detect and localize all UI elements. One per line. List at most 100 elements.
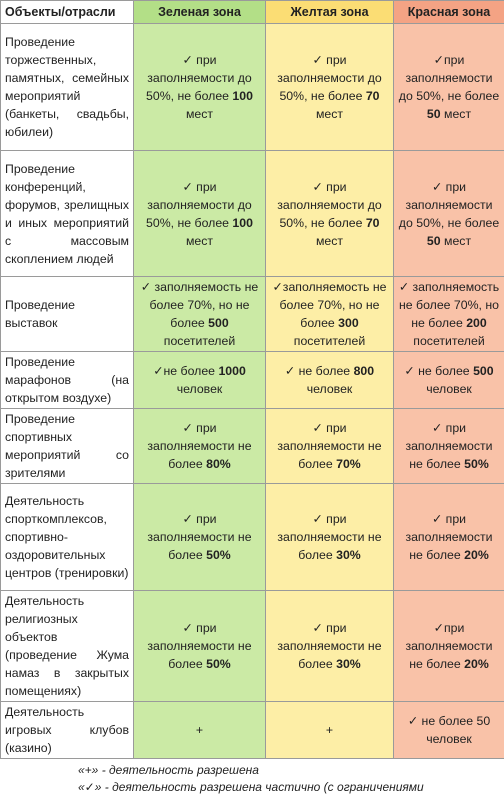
limit-value: 30% — [336, 548, 361, 562]
table-body: Проведение торжественных, памятных, семе… — [0, 23, 504, 759]
limit-value: 70 — [365, 89, 380, 103]
cell-text: ✓ при заполняемости не более — [147, 421, 252, 471]
limit-value: 50 — [426, 233, 441, 248]
zone-cell: ✓ при заполняемости до 50%, не более 100… — [133, 23, 266, 151]
limit-value: 200 — [466, 316, 487, 330]
cell-text: ✓ заполняемость не более 70%, но не боле… — [398, 280, 500, 330]
row-label: Проведение марафонов (на открытом воздух… — [0, 351, 134, 409]
limit-value: 20% — [464, 548, 489, 562]
limit-value: 20% — [464, 657, 489, 671]
limit-value: 50% — [464, 457, 489, 471]
cell-text: ✓ не более — [284, 364, 354, 378]
limit-value: 50% — [206, 657, 231, 671]
footnote: «+» - деятельность разрешена — [78, 763, 259, 777]
row-label: Деятельность спорткомплексов, спортивно-… — [0, 483, 134, 591]
cell-text: мест — [185, 233, 214, 248]
limit-value: 50 — [426, 107, 441, 121]
cell-text: ✓ при заполняемости до 50%, не более — [146, 53, 252, 103]
zone-cell: + — [133, 701, 266, 759]
zone-cell: ✓заполняемость не более 70%, но не более… — [265, 276, 394, 352]
cell-text: мест — [440, 233, 472, 248]
zone-cell: ✓ при заполняемости не более 50% — [393, 408, 504, 484]
cell-text: ✓ при заполняемости не более — [277, 621, 382, 671]
zone-cell: ✓ при заполняемости не более 50% — [133, 483, 266, 591]
limit-value: 70% — [336, 457, 361, 471]
cell-text: ✓заполняемость не более 70%, но не более — [272, 280, 387, 330]
zone-cell: ✓ при заполняемости не более 70% — [265, 408, 394, 484]
limit-value: 50% — [206, 548, 231, 562]
row-label: Деятельность религиозных объектов (прове… — [0, 590, 134, 702]
table-row: Деятельность спорткомплексов, спортивно-… — [0, 483, 504, 591]
cell-text: Проведение конференций, форумов, зрелищн… — [5, 161, 129, 266]
zone-cell: ✓ при заполняемости до 50%, не более 50 … — [393, 150, 504, 277]
limit-value: 70 — [365, 215, 380, 230]
footer: «+» - деятельность разрешена «✓» - деяте… — [0, 762, 504, 796]
table-row: Деятельность игровых клубов (казино) + + ✓ … — [0, 701, 504, 759]
cell-text: ✓ при заполняемости до 50%, не более — [398, 179, 500, 230]
header-row: Объекты/отрасли Зеленая зона Желтая зона Кр… — [0, 0, 504, 24]
row-label: Проведение торжественных, памятных, семе… — [0, 23, 134, 151]
zone-cell: ✓ заполняемость не более 70%, но не боле… — [133, 276, 266, 352]
limit-value: 800 — [353, 364, 375, 378]
zone-cell: ✓ не более 800 человек — [265, 351, 394, 409]
table-row: Деятельность религиозных объектов (прове… — [0, 590, 504, 702]
zone-cell: ✓ при заполняемости не более 30% — [265, 483, 394, 591]
cell-text: ✓при заполняемости не более — [405, 621, 493, 671]
cell-text: ✓ при заполняемости не более — [405, 512, 493, 562]
cell-text: ✓при заполняемости до 50%, не более — [398, 53, 500, 103]
cell-text: + — [325, 723, 334, 737]
cell-text: ✓ при заполняемости не более — [277, 421, 382, 471]
cell-text: посетителей — [163, 334, 236, 348]
header-cell: Красная зона — [393, 0, 504, 24]
cell-text: + — [195, 723, 204, 737]
cell-text: Проведение выставок — [5, 298, 75, 330]
cell-text: ✓ не более — [404, 364, 474, 378]
row-label: Проведение конференций, форумов, зрелищн… — [0, 150, 134, 277]
zone-cell: ✓при заполняемости до 50%, не более 50 м… — [393, 23, 504, 151]
zone-cell: ✓не более 1000 человек — [133, 351, 266, 409]
zone-cell: ✓ не более 500 человек — [393, 351, 504, 409]
cell-text: человек — [426, 382, 472, 396]
header-cell: Объекты/отрасли — [0, 0, 134, 24]
cell-text: Проведение спортивных мероприятий со зри… — [5, 412, 129, 480]
header-cell: Зеленая зона — [133, 0, 266, 24]
cell-text: Проведение марафонов (на открытом воздух… — [5, 355, 129, 405]
cell-text: посетителей — [413, 334, 485, 348]
cell-text: ✓ заполняемость не более 70%, но не боле… — [140, 280, 259, 330]
footnote: «✓» - деятельность разрешена частично (с… — [78, 780, 424, 794]
limit-value: 500 — [208, 316, 229, 330]
cell-text: человек — [306, 382, 353, 396]
row-label: Деятельность игровых клубов (казино) — [0, 701, 134, 759]
table-row: Проведение выставок ✓ заполняемость не бо… — [0, 276, 504, 352]
zone-cell: ✓ при заполняемости до 50%, не более 70 … — [265, 150, 394, 277]
zones-table: Объекты/отрасли Зеленая зона Желтая зона Кр… — [0, 0, 504, 759]
zone-cell: ✓ при заполняемости не более 20% — [393, 483, 504, 591]
cell-text: ✓ при заполняемости не более — [277, 512, 382, 562]
zone-cell: ✓ не более 50 человек — [393, 701, 504, 759]
table-row: Проведение марафонов (на открытом воздух… — [0, 351, 504, 409]
cell-text: ✓ при заполняемости до 50%, не более — [277, 53, 382, 103]
limit-value: 300 — [338, 316, 359, 330]
cell-text: Проведение торжественных, памятных, семе… — [5, 35, 129, 139]
zone-cell: ✓ при заполняемости не более 80% — [133, 408, 266, 484]
zone-cell: ✓ при заполняемости не более 50% — [133, 590, 266, 702]
cell-text: ✓не более — [153, 364, 219, 378]
cell-text: мест — [315, 107, 344, 121]
limit-value: 100 — [232, 89, 253, 103]
cell-text: мест — [440, 107, 472, 121]
row-label: Проведение выставок — [0, 276, 134, 352]
limit-value: 1000 — [218, 364, 246, 378]
header-cell: Желтая зона — [265, 0, 394, 24]
cell-text: мест — [315, 233, 344, 248]
table-row: Проведение торжественных, памятных, семе… — [0, 23, 504, 151]
cell-text: ✓ не более 50 человек — [407, 714, 491, 746]
cell-text: ✓ при заполняемости не более — [405, 421, 493, 471]
cell-text: ✓ при заполняемости не более — [147, 512, 252, 562]
cell-text: ✓ при заполняемости до 50%, не более — [146, 179, 252, 230]
limit-value: 500 — [473, 364, 494, 378]
cell-text: посетителей — [293, 334, 366, 348]
zone-cell: ✓при заполняемости не более 20% — [393, 590, 504, 702]
table-row: Проведение конференций, форумов, зрелищн… — [0, 150, 504, 277]
cell-text: человек — [176, 382, 223, 396]
